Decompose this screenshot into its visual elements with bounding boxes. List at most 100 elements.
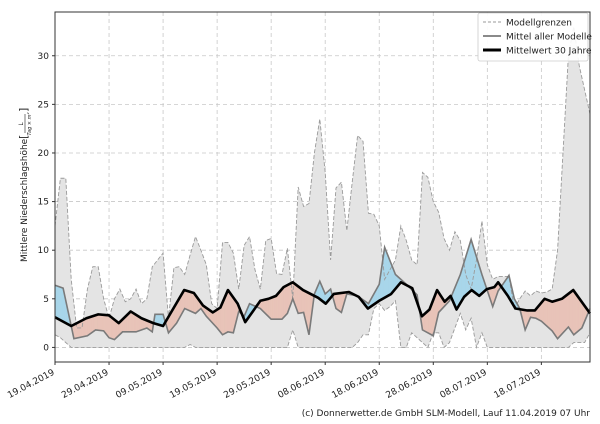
below-average-fill (191, 291, 194, 313)
below-average-fill (108, 314, 111, 339)
below-average-fill (77, 321, 80, 339)
below-average-fill (115, 320, 118, 339)
below-average-fill (96, 314, 99, 331)
plot-frame (54, 11, 591, 363)
below-average-fill (302, 289, 304, 313)
below-average-fill (543, 298, 546, 326)
y-axis-title: Mittlere Niederschlagshöhe (20, 138, 30, 262)
below-average-fill (79, 320, 81, 338)
legend: Modellgrenzen Mittel aller Modelle Mitte… (477, 12, 592, 62)
below-average-fill (573, 290, 576, 336)
x-tick-label: 08.07.2019 (439, 368, 489, 401)
below-average-fill (133, 312, 135, 333)
footer-credit: (c) Donnerwetter.de GmbH SLM-Modell, Lau… (302, 409, 591, 419)
below-average-fill (131, 311, 134, 333)
below-average-fill (98, 314, 100, 331)
below-average-fill (578, 297, 581, 331)
below-average-fill (269, 297, 272, 320)
below-average-fill (87, 317, 89, 337)
above-average-fill (57, 285, 60, 320)
below-average-fill (576, 293, 579, 333)
below-average-fill (551, 301, 554, 334)
below-average-fill (229, 291, 231, 333)
below-average-fill (285, 284, 288, 316)
legend-label-range: Modellgrenzen (506, 19, 572, 29)
bracket-open: [ (17, 135, 30, 139)
below-average-fill (338, 292, 341, 312)
above-average-fill (468, 243, 470, 294)
below-average-fill (215, 309, 218, 329)
above-average-fill (469, 239, 472, 293)
below-average-fill (218, 307, 221, 332)
below-average-fill (135, 314, 138, 333)
below-average-fill (560, 298, 562, 337)
below-average-fill (574, 292, 577, 335)
below-average-fill (265, 298, 268, 316)
legend-label-30y-mean: Mittelwert 30 Jahre (506, 47, 592, 57)
below-average-fill (569, 291, 572, 332)
above-average-fill (61, 287, 64, 322)
y-tick-label: 25 (38, 100, 49, 110)
below-average-fill (219, 304, 222, 334)
below-average-fill (299, 286, 302, 314)
above-average-fill (472, 243, 475, 293)
below-average-fill (557, 299, 560, 340)
below-average-fill (103, 314, 106, 334)
below-average-fill (137, 315, 139, 332)
model-mean-line (54, 236, 591, 341)
below-average-fill (272, 296, 275, 320)
y-tick-label: 0 (43, 343, 49, 353)
below-average-fill (426, 310, 429, 334)
below-average-fill (566, 293, 569, 329)
bracket-close: ] (17, 108, 30, 112)
above-average-fill (56, 285, 58, 320)
above-average-fill (58, 286, 61, 321)
below-average-fill (112, 318, 115, 340)
below-average-fill (188, 291, 191, 312)
y-axis: 0 5 10 15 20 25 30 (38, 52, 55, 353)
x-tick-label: 18.06.2019 (330, 368, 380, 401)
below-average-fill (577, 295, 580, 332)
below-average-fill (99, 314, 102, 331)
below-average-fill (81, 319, 84, 338)
below-average-fill (84, 318, 87, 337)
legend-label-model-mean: Mittel aller Modelle (506, 33, 592, 43)
below-average-fill (547, 299, 550, 329)
below-average-fill (556, 299, 558, 340)
model-range-band (55, 26, 590, 348)
below-average-fill (89, 316, 92, 335)
below-average-fill (230, 293, 233, 333)
x-tick-label: 18.07.2019 (493, 368, 543, 401)
below-average-fill (76, 322, 79, 339)
below-average-fill (227, 289, 230, 333)
below-average-fill (270, 296, 273, 320)
y-tick-label: 20 (38, 149, 50, 159)
below-average-fill (114, 319, 116, 341)
below-average-fill (107, 314, 110, 339)
below-average-fill (226, 289, 229, 333)
y-tick-label: 10 (38, 246, 50, 256)
below-average-fill (273, 295, 276, 320)
y-tick-label: 5 (43, 295, 49, 305)
below-average-fill (110, 315, 112, 339)
below-average-fill (545, 298, 547, 327)
below-average-fill (542, 298, 545, 325)
below-average-fill (111, 317, 114, 340)
above-average-fill (466, 248, 469, 295)
below-average-fill (283, 286, 285, 319)
below-average-fill (568, 292, 570, 330)
below-average-fill (275, 294, 277, 320)
above-average-fill (388, 257, 391, 296)
below-average-fill (300, 288, 303, 314)
below-average-fill (83, 318, 85, 337)
below-average-fill (549, 300, 552, 331)
below-average-fill (216, 308, 219, 331)
above-average-fill (387, 254, 389, 297)
below-average-fill (546, 299, 549, 328)
below-average-fill (91, 315, 94, 334)
mean-30y-line (54, 280, 592, 328)
below-average-fill (95, 314, 98, 331)
below-average-fill (104, 314, 107, 335)
below-average-fill (562, 296, 565, 334)
